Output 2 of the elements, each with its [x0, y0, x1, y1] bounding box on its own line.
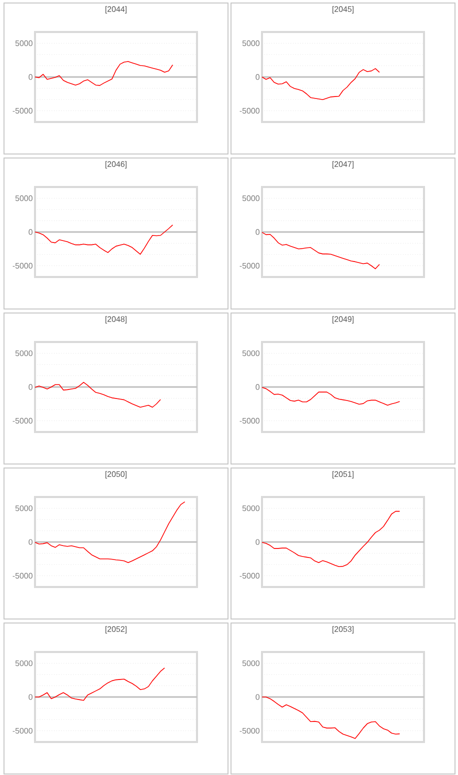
line-series: [34, 668, 165, 701]
line-series: [262, 696, 400, 739]
